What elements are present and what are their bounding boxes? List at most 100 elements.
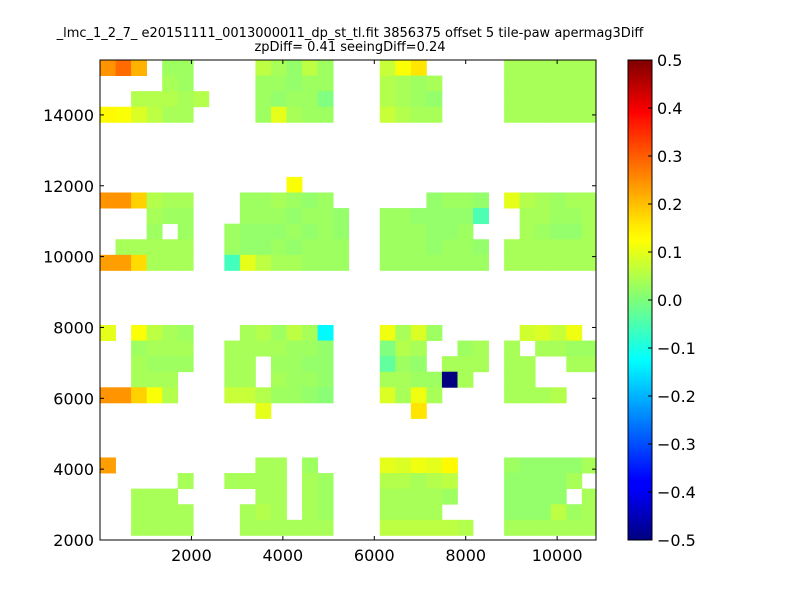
- heatmap-cell: [239, 371, 256, 388]
- heatmap-cell: [535, 75, 552, 92]
- heatmap-cell: [379, 340, 396, 357]
- heatmap-cell: [286, 519, 303, 536]
- heatmap-cell: [224, 340, 241, 357]
- heatmap-cell: [581, 223, 596, 240]
- heatmap-cell: [457, 371, 474, 388]
- heatmap-cell: [441, 457, 458, 474]
- heatmap-cell: [100, 387, 116, 404]
- x-axis: 2000 4000 6000 8000 10000: [171, 60, 583, 565]
- heatmap-cell: [535, 340, 552, 357]
- heatmap-cell: [270, 519, 287, 536]
- heatmap-cell: [379, 504, 396, 521]
- heatmap-cell: [317, 519, 334, 536]
- heatmap-cell: [566, 192, 583, 209]
- heatmap-cell: [426, 387, 443, 404]
- heatmap-cell: [302, 371, 318, 388]
- colorbar-axis: −0.5 −0.4 −0.3 −0.2 −0.1 0.0 0.1 0.2 0.3 0.4 0.5: [648, 51, 696, 550]
- heatmap-cell: [550, 254, 567, 271]
- heatmap-cell: [146, 324, 163, 341]
- heatmap-cell: [100, 324, 116, 341]
- heatmap-cell: [162, 488, 179, 505]
- heatmap-cell: [177, 60, 194, 76]
- heatmap-cell: [255, 324, 272, 341]
- heatmap-cell: [115, 60, 132, 76]
- heatmap-cell: [519, 192, 536, 209]
- heatmap-cell: [177, 340, 194, 357]
- heatmap-cell: [317, 192, 334, 209]
- heatmap-cell: [535, 457, 552, 474]
- heatmap-cell: [395, 473, 412, 490]
- heatmap-cell: [162, 254, 179, 271]
- heatmap-cell: [224, 371, 241, 388]
- heatmap-cell: [581, 519, 596, 536]
- heatmap-cell: [286, 60, 303, 76]
- heatmap-cell: [581, 457, 596, 474]
- heatmap-cell: [504, 106, 521, 123]
- heatmap-cell: [270, 356, 287, 373]
- x-tick-label: 2000: [171, 546, 212, 565]
- heatmap-cell: [550, 239, 567, 256]
- heatmap-cell: [379, 208, 396, 225]
- heatmap-cell: [146, 239, 163, 256]
- heatmap-cell: [550, 340, 567, 357]
- heatmap-cell: [302, 324, 318, 341]
- heatmap-cell: [270, 457, 287, 474]
- heatmap-cell: [395, 75, 412, 92]
- heatmap-cell: [550, 488, 567, 505]
- heatmap-cell: [146, 254, 163, 271]
- heatmap-cell: [519, 387, 536, 404]
- heatmap-cell: [162, 60, 179, 76]
- heatmap-cell: [115, 192, 132, 209]
- heatmap-cell: [441, 519, 458, 536]
- heatmap-cell: [162, 340, 179, 357]
- heatmap-cell: [162, 208, 179, 225]
- heatmap-cell: [426, 457, 443, 474]
- heatmap-cell: [255, 519, 272, 536]
- heatmap-cell: [270, 192, 287, 209]
- heatmap-cell: [566, 75, 583, 92]
- heatmap-cell: [317, 208, 334, 225]
- heatmap-cell: [566, 519, 583, 536]
- heatmap-cell: [239, 192, 256, 209]
- heatmap-cell: [239, 208, 256, 225]
- heatmap-cell: [177, 91, 194, 108]
- colorbar-tick-label: −0.3: [657, 435, 696, 454]
- heatmap-cell: [286, 239, 303, 256]
- heatmap-cells: [100, 60, 596, 536]
- heatmap-cell: [177, 208, 194, 225]
- heatmap-cell: [146, 106, 163, 123]
- heatmap-cell: [270, 324, 287, 341]
- heatmap-cell: [162, 387, 179, 404]
- heatmap-cell: [395, 457, 412, 474]
- heatmap-cell: [581, 75, 596, 92]
- heatmap-cell: [410, 324, 427, 341]
- heatmap-cell: [379, 371, 396, 388]
- heatmap-cell: [504, 519, 521, 536]
- heatmap-cell: [410, 519, 427, 536]
- heatmap-cell: [395, 91, 412, 108]
- heatmap-cell: [302, 91, 318, 108]
- heatmap-cell: [395, 340, 412, 357]
- heatmap-cell: [317, 75, 334, 92]
- heatmap-cell: [426, 208, 443, 225]
- heatmap-cell: [255, 223, 272, 240]
- heatmap-cell: [286, 340, 303, 357]
- heatmap-cell: [441, 254, 458, 271]
- heatmap-cell: [379, 223, 396, 240]
- heatmap-cell: [177, 75, 194, 92]
- heatmap-cell: [581, 488, 596, 505]
- colorbar-tick-label: −0.1: [657, 339, 696, 358]
- heatmap-cell: [550, 106, 567, 123]
- heatmap-cell: [581, 192, 596, 209]
- heatmap-cell: [550, 457, 567, 474]
- heatmap-cell: [504, 473, 521, 490]
- heatmap-cell: [131, 504, 148, 521]
- heatmap-cell: [535, 60, 552, 76]
- heatmap-cell: [193, 91, 210, 108]
- heatmap-cell: [519, 356, 536, 373]
- heatmap-cell: [410, 356, 427, 373]
- heatmap-cell: [535, 239, 552, 256]
- heatmap-cell: [270, 223, 287, 240]
- heatmap-cell: [535, 324, 552, 341]
